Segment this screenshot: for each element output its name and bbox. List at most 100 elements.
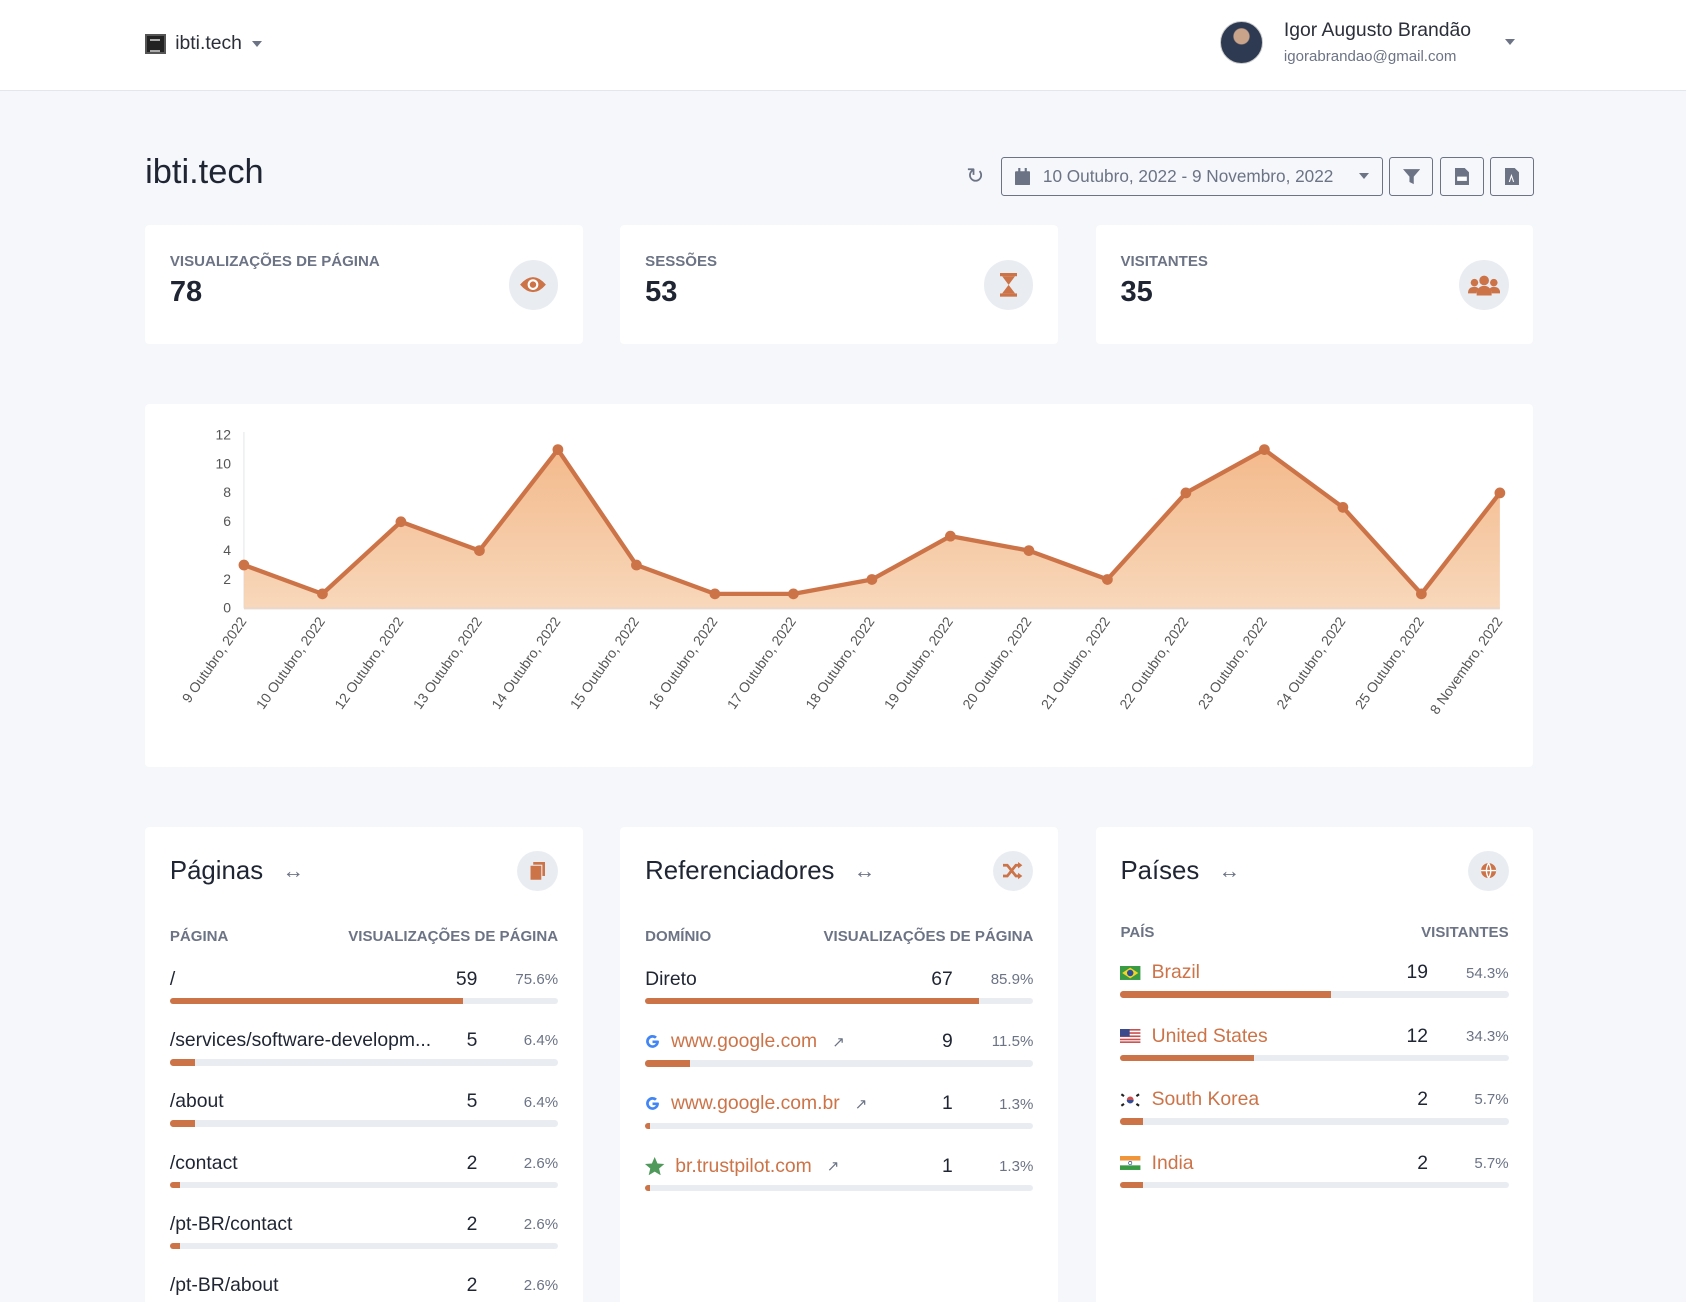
stat-value: 53 bbox=[645, 276, 678, 309]
row-percent: 34.3% bbox=[1465, 1027, 1509, 1045]
data-point[interactable] bbox=[945, 531, 956, 542]
row-percent: 1.3% bbox=[999, 1158, 1034, 1176]
table-row: br.trustpilot.com ↗ 1 1.3% bbox=[645, 1154, 1034, 1198]
filter-button[interactable] bbox=[1389, 156, 1434, 196]
data-point[interactable] bbox=[866, 574, 878, 586]
row-name: Direto bbox=[645, 968, 697, 991]
progress-fill bbox=[645, 997, 979, 1005]
date-range-picker[interactable]: 10 Outubro, 2022 - 9 Novembro, 2022 bbox=[1001, 156, 1383, 196]
progress-fill bbox=[1120, 1054, 1254, 1062]
column-header: VISUALIZAÇÕES DE PÁGINA bbox=[823, 927, 1034, 945]
row-link[interactable]: United States bbox=[1151, 1024, 1268, 1047]
data-point[interactable] bbox=[1180, 487, 1192, 499]
row-link[interactable]: br.trustpilot.com bbox=[675, 1154, 812, 1177]
row-link[interactable]: India bbox=[1151, 1151, 1194, 1174]
table-row: /contact 2 2.6% bbox=[169, 1152, 559, 1195]
user-menu[interactable]: Igor Augusto Brandão igorabrandao@gmail.… bbox=[1220, 19, 1516, 65]
x-tick-label: 18 Outubro, 2022 bbox=[802, 614, 878, 712]
x-tick-label: 16 Outubro, 2022 bbox=[645, 614, 721, 712]
table-row: / 59 75.6% bbox=[169, 967, 559, 1011]
data-point[interactable] bbox=[631, 559, 642, 571]
refresh-icon[interactable]: ↻ bbox=[966, 163, 985, 188]
x-tick-label: 23 Outubro, 2022 bbox=[1195, 614, 1271, 712]
row-percent: 1.3% bbox=[999, 1095, 1034, 1113]
table-row: Direto 67 85.9% bbox=[645, 968, 1034, 1011]
expand-arrows-icon[interactable]: ↔ bbox=[282, 858, 304, 883]
data-point[interactable] bbox=[1337, 502, 1349, 514]
row-link[interactable]: www.google.com bbox=[670, 1030, 818, 1053]
row-count: 2 bbox=[466, 1212, 478, 1235]
google-icon bbox=[645, 1034, 660, 1049]
row-count: 1 bbox=[941, 1092, 953, 1115]
x-tick-label: 13 Outubro, 2022 bbox=[410, 614, 486, 712]
external-link-icon[interactable]: ↗ bbox=[826, 1158, 840, 1176]
data-point[interactable] bbox=[709, 588, 721, 600]
referrers-panel: Referenciadores ↔ DOMÍNIO VISUALIZAÇÕES DE… bbox=[620, 826, 1059, 1302]
stat-card-sessions: SESSÕES 53 bbox=[620, 224, 1059, 345]
row-label: Direto bbox=[645, 967, 697, 990]
progress-bar bbox=[1120, 1118, 1509, 1125]
x-tick-label: 22 Outubro, 2022 bbox=[1116, 614, 1192, 712]
site-logo-icon bbox=[145, 33, 166, 54]
row-name: / bbox=[170, 968, 175, 991]
progress-bar bbox=[169, 1059, 559, 1066]
data-point[interactable] bbox=[1416, 588, 1427, 600]
row-link[interactable]: Brazil bbox=[1151, 961, 1200, 984]
calendar-icon bbox=[1014, 167, 1030, 185]
expand-arrows-icon[interactable]: ↔ bbox=[1218, 858, 1241, 883]
row-name: /about bbox=[170, 1090, 224, 1113]
progress-bar bbox=[1120, 1054, 1509, 1062]
date-range-value: 10 Outubro, 2022 - 9 Novembro, 2022 bbox=[1042, 165, 1334, 186]
data-point[interactable] bbox=[788, 588, 799, 600]
row-count: 59 bbox=[455, 967, 478, 990]
row-count: 5 bbox=[466, 1029, 478, 1052]
row-percent: 5.7% bbox=[1474, 1154, 1509, 1172]
row-count: 1 bbox=[941, 1154, 953, 1177]
row-count: 2 bbox=[1417, 1151, 1428, 1174]
progress-bar bbox=[645, 997, 1034, 1005]
table-row: /pt-BR/contact 2 2.6% bbox=[169, 1212, 559, 1256]
data-point[interactable] bbox=[317, 588, 328, 600]
data-point[interactable] bbox=[395, 516, 407, 528]
table-row: www.google.com.br ↗ 1 1.3% bbox=[645, 1092, 1034, 1135]
external-link-icon[interactable]: ↗ bbox=[854, 1095, 868, 1113]
data-point[interactable] bbox=[1102, 574, 1113, 586]
progress-bar bbox=[169, 1120, 559, 1127]
row-percent: 6.4% bbox=[523, 1093, 559, 1111]
avatar bbox=[1220, 20, 1264, 64]
site-name: ibti.tech bbox=[175, 32, 242, 55]
flag-brazil-icon bbox=[1120, 965, 1141, 980]
data-point[interactable] bbox=[1023, 545, 1035, 557]
chevron-down-icon bbox=[251, 40, 262, 47]
x-tick-label: 12 Outubro, 2022 bbox=[331, 614, 407, 712]
row-link[interactable]: South Korea bbox=[1151, 1088, 1260, 1111]
filter-icon bbox=[1402, 168, 1420, 184]
site-switcher[interactable]: ibti.tech bbox=[145, 32, 262, 55]
data-point[interactable] bbox=[474, 545, 485, 557]
row-link[interactable]: www.google.com.br bbox=[670, 1092, 840, 1115]
y-tick-label: 0 bbox=[223, 600, 231, 616]
row-name: /pt-BR/about bbox=[170, 1274, 279, 1297]
globe-icon bbox=[1467, 850, 1509, 892]
x-tick-label: 8 Novembro, 2022 bbox=[1427, 614, 1506, 718]
data-point[interactable] bbox=[1494, 487, 1506, 499]
x-tick-label: 25 Outubro, 2022 bbox=[1352, 614, 1428, 712]
export-pdf-button[interactable] bbox=[1490, 156, 1535, 196]
series-area bbox=[244, 449, 1501, 609]
export-csv-button[interactable] bbox=[1439, 156, 1484, 196]
stat-value: 78 bbox=[169, 276, 203, 309]
table-row: /services/software-developm... 5 6.4% bbox=[169, 1029, 559, 1072]
progress-fill bbox=[169, 1243, 180, 1250]
expand-arrows-icon[interactable]: ↔ bbox=[853, 858, 876, 883]
pages-panel: Páginas ↔ PÁGINA VISUALIZAÇÕES DE PÁGINA /… bbox=[145, 826, 583, 1302]
data-point[interactable] bbox=[238, 559, 250, 571]
row-name: Brazil bbox=[1120, 961, 1200, 984]
row-name: www.google.com.br ↗ bbox=[645, 1092, 867, 1115]
progress-fill bbox=[1120, 1181, 1143, 1189]
external-link-icon[interactable]: ↗ bbox=[832, 1033, 845, 1051]
hourglass-icon bbox=[983, 260, 1034, 310]
data-point[interactable] bbox=[552, 444, 564, 456]
row-name: www.google.com ↗ bbox=[645, 1030, 845, 1053]
data-point[interactable] bbox=[1259, 444, 1270, 456]
row-name: /services/software-developm... bbox=[170, 1029, 431, 1052]
